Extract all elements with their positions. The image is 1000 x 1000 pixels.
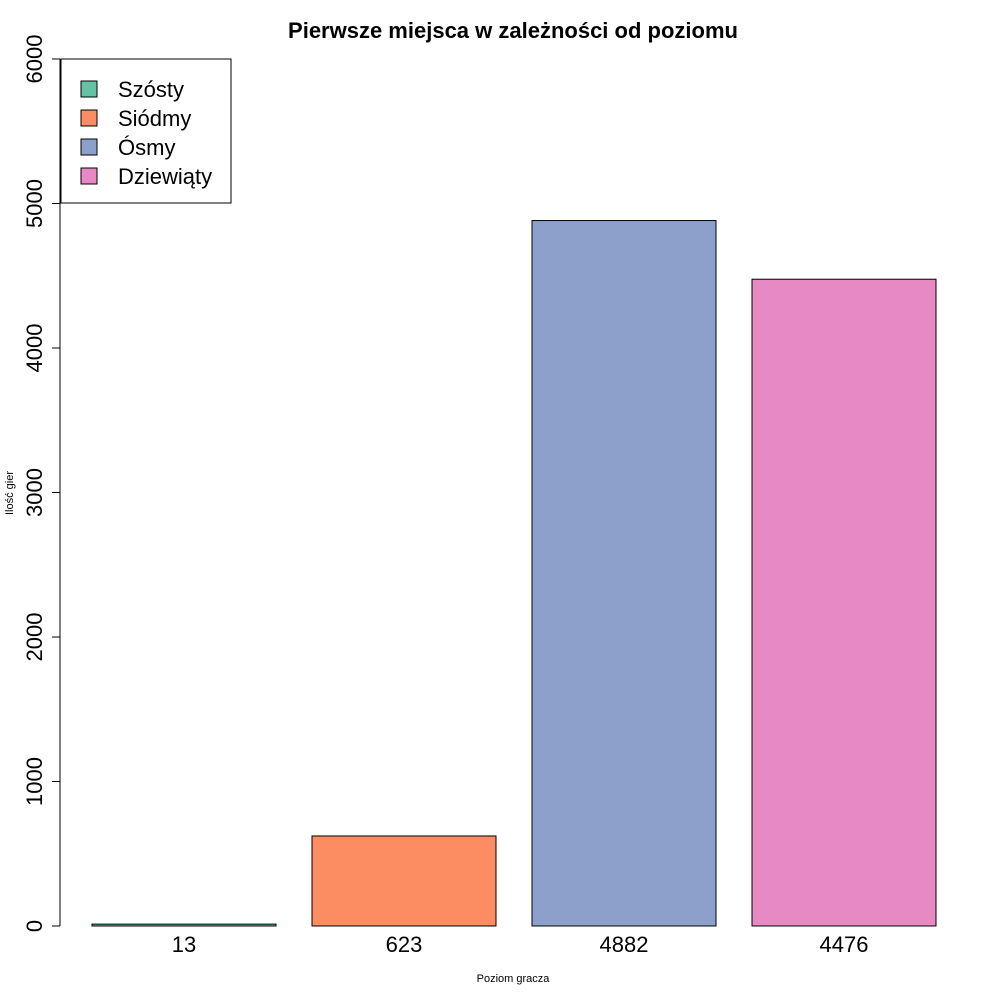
y-tick-label: 6000: [22, 35, 47, 84]
bar: [91, 923, 277, 927]
y-axis: 0 1000 2000 3000 4000 5000 6000: [22, 35, 61, 932]
y-tick-label: 3000: [22, 468, 47, 517]
x-tick-label: 623: [386, 932, 423, 957]
legend-swatch: [80, 80, 98, 98]
y-tick-label: 0: [22, 920, 47, 932]
legend-swatch: [80, 167, 98, 185]
bar: [531, 220, 717, 927]
x-tick-labels: 13 623 4882 4476: [172, 932, 869, 957]
bar: [751, 278, 937, 927]
y-tick-label: 4000: [22, 324, 47, 373]
bars: [91, 220, 937, 927]
chart-title: Pierwsze miejsca w zależności od poziomu: [288, 18, 738, 43]
bar: [311, 835, 497, 927]
x-tick-label: 13: [172, 932, 196, 957]
x-tick-label: 4882: [600, 932, 649, 957]
y-tick-label: 5000: [22, 179, 47, 228]
legend-label: Siódmy: [118, 106, 191, 131]
legend: Szósty Siódmy Ósmy Dziewiąty: [60, 58, 232, 204]
legend-label: Ósmy: [118, 135, 175, 160]
y-axis-title: Ilość gier: [4, 471, 16, 515]
legend-label: Dziewiąty: [118, 164, 212, 189]
legend-swatch: [80, 138, 98, 156]
legend-swatch: [80, 109, 98, 127]
y-tick-label: 1000: [22, 757, 47, 806]
y-tick-label: 2000: [22, 613, 47, 662]
x-tick-label: 4476: [820, 932, 869, 957]
legend-label: Szósty: [118, 77, 184, 102]
x-axis-title: Poziom gracza: [477, 973, 551, 985]
